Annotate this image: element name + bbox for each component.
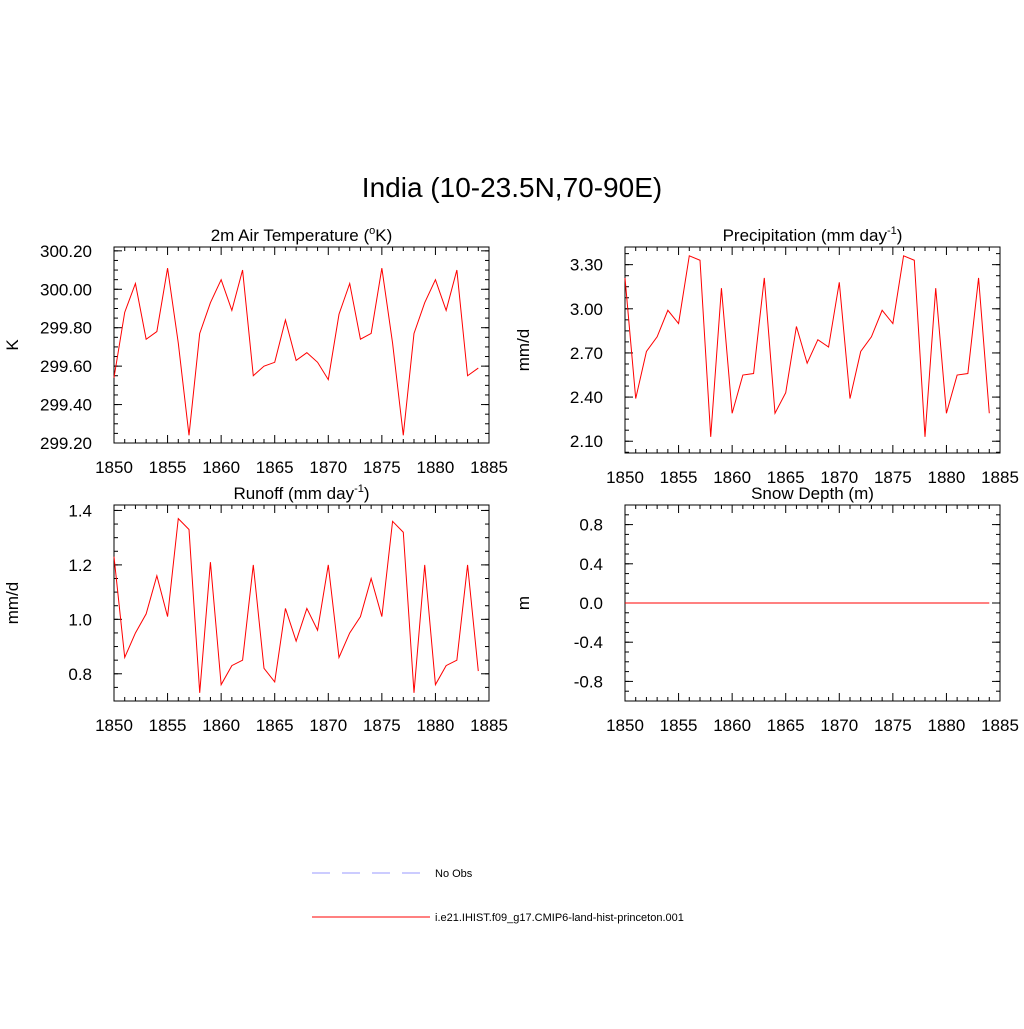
y-tick-label: 299.60 — [40, 357, 92, 376]
y-axis-label: K — [3, 339, 22, 351]
x-tick-label: 1870 — [309, 458, 347, 477]
x-tick-label: 1850 — [95, 716, 133, 735]
x-tick-label: 1860 — [713, 468, 751, 487]
y-tick-label: 0.4 — [579, 555, 603, 574]
x-tick-label: 1885 — [981, 468, 1019, 487]
y-tick-label: 299.80 — [40, 319, 92, 338]
x-tick-label: 1865 — [767, 716, 805, 735]
y-tick-label: 3.30 — [570, 256, 603, 275]
x-tick-label: 1870 — [309, 716, 347, 735]
x-tick-label: 1860 — [713, 716, 751, 735]
panel-title-text: Precipitation (mm day — [723, 226, 888, 245]
panel-title-text: Snow Depth (m) — [751, 484, 874, 503]
panel-1: 1850 1855 1860 1865 1870 1875 1880 1885 299.20 29… — [3, 225, 508, 477]
x-tick-label: 1885 — [470, 458, 508, 477]
x-tick-label: 1850 — [95, 458, 133, 477]
panel-title-text-end: K) — [375, 226, 392, 245]
y-tick-label: 0.0 — [579, 594, 603, 613]
x-tick-label: 1855 — [149, 716, 187, 735]
series-line — [625, 256, 989, 437]
y-tick-label: 299.20 — [40, 434, 92, 453]
panel-title: Snow Depth (m) — [751, 484, 874, 503]
y-tick-label: 2.10 — [570, 432, 603, 451]
y-tick-label: 1.2 — [68, 556, 92, 575]
x-tick-label: 1875 — [874, 468, 912, 487]
panel-title-text: 2m Air Temperature ( — [211, 226, 370, 245]
x-tick-label: 1865 — [256, 716, 294, 735]
panel-title-text-end: ) — [364, 484, 370, 503]
y-tick-label: 0.8 — [579, 516, 603, 535]
plot-frame — [114, 247, 489, 443]
y-axis-label: mm/d — [3, 582, 22, 625]
y-tick-label: -0.8 — [574, 672, 603, 691]
y-tick-label: 300.00 — [40, 280, 92, 299]
series-line — [114, 519, 478, 693]
y-tick-label: 3.00 — [570, 300, 603, 319]
panel-title: Runoff (mm day-1) — [233, 483, 369, 503]
y-tick-label: -0.4 — [574, 633, 603, 652]
x-tick-label: 1855 — [660, 716, 698, 735]
panel-3: 1850 1855 1860 1865 1870 1875 1880 1885 0.8 1.0 1.… — [3, 483, 508, 735]
legend-obs-label: No Obs — [435, 868, 473, 880]
x-tick-label: 1875 — [874, 716, 912, 735]
y-tick-label: 2.70 — [570, 344, 603, 363]
y-tick-label: 1.4 — [68, 501, 92, 520]
panel-title-superscript: -1 — [887, 225, 897, 237]
x-tick-label: 1870 — [820, 716, 858, 735]
series-line — [114, 268, 478, 435]
x-tick-label: 1865 — [256, 458, 294, 477]
x-tick-label: 1880 — [928, 468, 966, 487]
panel-title: 2m Air Temperature (oK) — [211, 225, 393, 245]
x-tick-label: 1885 — [981, 716, 1019, 735]
plot-frame — [625, 247, 1000, 453]
y-axis-label: m — [514, 596, 533, 610]
x-tick-label: 1880 — [928, 716, 966, 735]
panel-title-text: Runoff (mm day — [233, 484, 354, 503]
legend: No Obs i.e21.IHIST.f09_g17.CMIP6-land-his… — [312, 868, 684, 924]
y-tick-label: 0.8 — [68, 665, 92, 684]
y-axis-label: mm/d — [514, 329, 533, 372]
x-tick-label: 1850 — [606, 468, 644, 487]
x-tick-label: 1850 — [606, 716, 644, 735]
panel-title-superscript: -1 — [354, 483, 364, 495]
plot-frame — [114, 505, 489, 701]
x-tick-label: 1880 — [417, 458, 455, 477]
x-tick-label: 1860 — [202, 716, 240, 735]
x-tick-label: 1860 — [202, 458, 240, 477]
y-tick-label: 299.40 — [40, 396, 92, 415]
legend-model-label: i.e21.IHIST.f09_g17.CMIP6-land-hist-prin… — [435, 912, 684, 924]
x-tick-label: 1855 — [660, 468, 698, 487]
x-tick-label: 1875 — [363, 458, 401, 477]
panel-title-text-end: ) — [897, 226, 903, 245]
x-tick-label: 1880 — [417, 716, 455, 735]
y-tick-label: 2.40 — [570, 388, 603, 407]
x-tick-label: 1885 — [470, 716, 508, 735]
x-tick-label: 1855 — [149, 458, 187, 477]
y-tick-label: 300.20 — [40, 242, 92, 261]
y-tick-label: 1.0 — [68, 610, 92, 629]
figure-title: India (10-23.5N,70-90E) — [0, 172, 1024, 204]
x-tick-label: 1875 — [363, 716, 401, 735]
panel-title: Precipitation (mm day-1) — [723, 225, 903, 245]
panel-4: 1850 1855 1860 1865 1870 1875 1880 1885 -0.8 -0.4… — [514, 484, 1019, 735]
